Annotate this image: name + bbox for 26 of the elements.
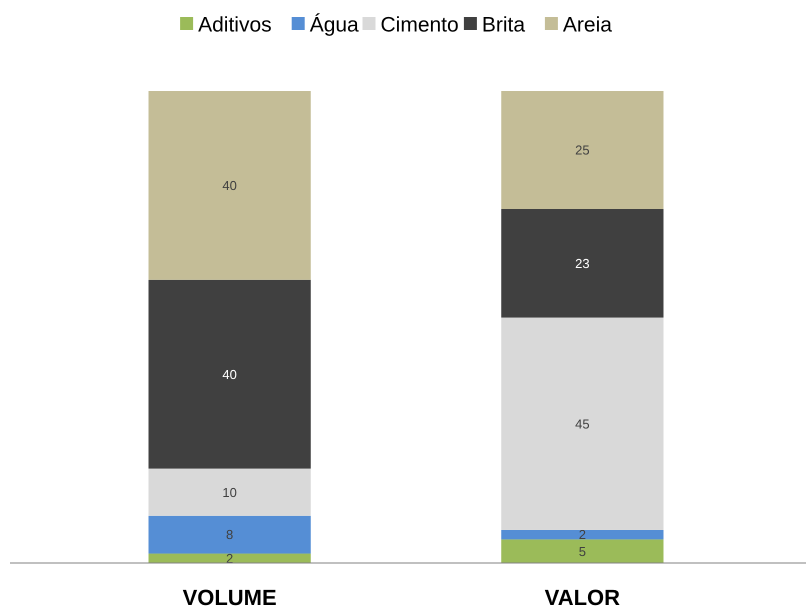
data-label: 40 — [222, 366, 237, 382]
data-label: 45 — [575, 416, 590, 432]
legend-label: Aditivos — [198, 13, 272, 36]
bar — [148, 280, 311, 469]
data-label: 10 — [222, 484, 237, 500]
bar — [148, 468, 311, 516]
legend-label: Cimento — [380, 13, 459, 36]
legend-label: Água — [310, 12, 360, 36]
x-tick-label: VALOR — [544, 585, 620, 609]
bar — [501, 209, 664, 318]
bar — [501, 530, 664, 540]
bar — [148, 516, 311, 554]
data-label: 8 — [226, 527, 234, 542]
data-label: 40 — [222, 178, 237, 193]
bar — [501, 318, 664, 530]
bar — [501, 91, 664, 209]
legend-label: Brita — [482, 13, 526, 36]
legend-label: Areia — [562, 13, 612, 36]
data-label: 25 — [575, 142, 590, 158]
data-label: 2 — [578, 527, 586, 542]
bar — [148, 91, 311, 280]
bar — [148, 554, 311, 563]
data-label: 5 — [578, 544, 586, 559]
data-label: 23 — [575, 256, 590, 271]
x-tick-label: VOLUME — [182, 585, 277, 609]
bar — [501, 539, 664, 563]
